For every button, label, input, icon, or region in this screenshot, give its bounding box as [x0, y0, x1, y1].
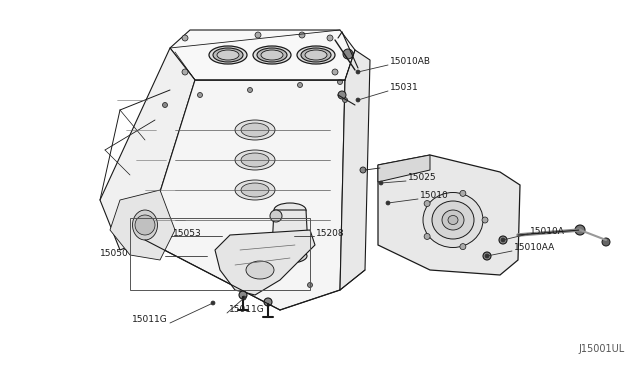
- Circle shape: [239, 291, 247, 299]
- Bar: [130, 218, 310, 290]
- Polygon shape: [110, 190, 175, 260]
- Ellipse shape: [213, 48, 243, 62]
- Ellipse shape: [235, 150, 275, 170]
- Ellipse shape: [241, 153, 269, 167]
- Circle shape: [299, 32, 305, 38]
- Text: 15011G: 15011G: [132, 315, 168, 324]
- Circle shape: [270, 210, 282, 222]
- Ellipse shape: [305, 50, 327, 60]
- Ellipse shape: [423, 192, 483, 247]
- Text: 15050: 15050: [100, 248, 129, 257]
- Circle shape: [575, 225, 585, 235]
- Ellipse shape: [442, 210, 464, 230]
- Circle shape: [343, 49, 353, 59]
- Circle shape: [424, 234, 430, 240]
- Circle shape: [485, 254, 489, 258]
- Circle shape: [182, 35, 188, 41]
- Ellipse shape: [217, 50, 239, 60]
- Ellipse shape: [253, 46, 291, 64]
- Ellipse shape: [235, 180, 275, 200]
- Circle shape: [356, 98, 360, 102]
- Text: 15031: 15031: [390, 83, 419, 93]
- Polygon shape: [378, 155, 520, 275]
- Circle shape: [482, 217, 488, 223]
- Circle shape: [264, 298, 272, 306]
- Ellipse shape: [448, 215, 458, 224]
- Circle shape: [602, 238, 610, 246]
- Ellipse shape: [241, 123, 269, 137]
- Circle shape: [338, 91, 346, 99]
- Ellipse shape: [432, 201, 474, 239]
- Circle shape: [211, 301, 215, 305]
- Circle shape: [198, 93, 202, 97]
- Ellipse shape: [274, 203, 306, 217]
- Circle shape: [379, 181, 383, 185]
- Circle shape: [460, 190, 466, 196]
- Polygon shape: [170, 30, 355, 80]
- Circle shape: [483, 252, 491, 260]
- Circle shape: [298, 83, 303, 87]
- Ellipse shape: [297, 46, 335, 64]
- Text: 15010AA: 15010AA: [514, 244, 556, 253]
- Circle shape: [182, 69, 188, 75]
- Circle shape: [460, 244, 466, 250]
- Ellipse shape: [246, 261, 274, 279]
- Circle shape: [163, 103, 168, 108]
- Text: 15010A: 15010A: [530, 227, 565, 235]
- Ellipse shape: [273, 249, 307, 263]
- Circle shape: [342, 97, 348, 103]
- Text: 15025: 15025: [408, 173, 436, 183]
- Text: J15001UL: J15001UL: [578, 344, 624, 354]
- Polygon shape: [340, 50, 370, 290]
- Circle shape: [337, 80, 342, 84]
- Circle shape: [501, 238, 505, 242]
- Text: 15010AB: 15010AB: [390, 58, 431, 67]
- Circle shape: [157, 247, 163, 253]
- Circle shape: [307, 282, 312, 288]
- Polygon shape: [215, 230, 315, 295]
- Ellipse shape: [235, 120, 275, 140]
- Circle shape: [356, 70, 360, 74]
- Ellipse shape: [261, 50, 283, 60]
- Circle shape: [499, 236, 507, 244]
- Text: 15208: 15208: [316, 228, 344, 237]
- Polygon shape: [145, 80, 345, 310]
- Circle shape: [327, 35, 333, 41]
- Ellipse shape: [257, 48, 287, 62]
- Ellipse shape: [132, 210, 157, 240]
- Polygon shape: [100, 48, 195, 250]
- Circle shape: [248, 87, 253, 93]
- Circle shape: [332, 69, 338, 75]
- Circle shape: [360, 167, 366, 173]
- Circle shape: [242, 296, 246, 300]
- Ellipse shape: [241, 183, 269, 197]
- Polygon shape: [272, 210, 308, 248]
- Ellipse shape: [209, 46, 247, 64]
- Ellipse shape: [301, 48, 331, 62]
- Circle shape: [255, 32, 261, 38]
- Text: 15010: 15010: [420, 192, 449, 201]
- Text: 15011G: 15011G: [229, 305, 265, 314]
- Text: 15053: 15053: [173, 228, 202, 237]
- Polygon shape: [378, 155, 430, 182]
- Circle shape: [424, 201, 430, 206]
- Circle shape: [135, 215, 155, 235]
- Circle shape: [386, 201, 390, 205]
